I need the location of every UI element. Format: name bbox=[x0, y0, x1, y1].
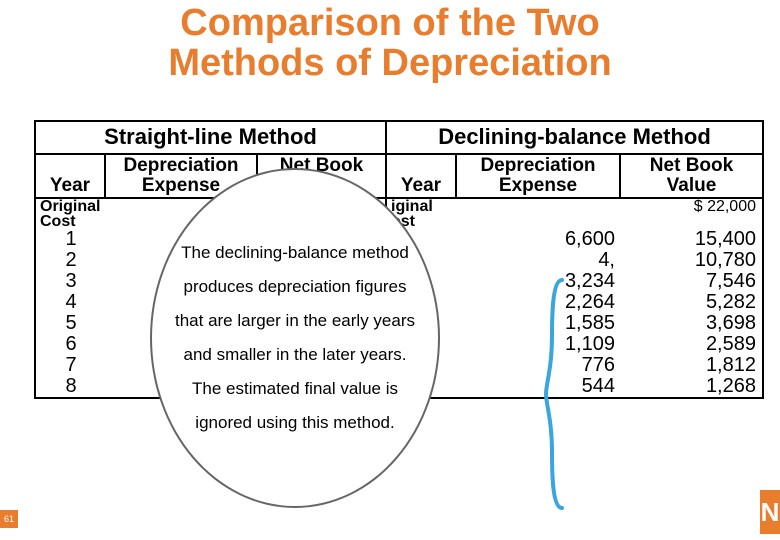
table-row: 3,2347,546 bbox=[387, 271, 762, 292]
callout-text: The declining-balance method produces de… bbox=[174, 236, 416, 440]
right-orig-nbv: $ 22,000 bbox=[621, 199, 762, 229]
left-head-year: Year bbox=[36, 155, 106, 197]
right-head-year: Year bbox=[387, 155, 457, 197]
right-head-dep: Depreciation Expense bbox=[457, 155, 621, 197]
right-orig-row: iginalost $ 22,000 bbox=[387, 199, 762, 229]
left-method-title: Straight-line Method bbox=[36, 122, 385, 155]
table-row: 1,5853,698 bbox=[387, 313, 762, 334]
right-header-row: Year Depreciation Expense Net Book Value bbox=[387, 155, 762, 199]
table-row: 77761,812 bbox=[387, 355, 762, 376]
table-row: 1,1092,589 bbox=[387, 334, 762, 355]
right-head-nbv: Net Book Value bbox=[621, 155, 762, 197]
title-line-2: Methods of Depreciation bbox=[10, 44, 770, 84]
brace-icon bbox=[544, 278, 568, 510]
table-row: 85441,268 bbox=[387, 376, 762, 397]
right-body: iginalost $ 22,000 6,60015,4004,10,7803,… bbox=[387, 199, 762, 397]
table-row: 6,60015,400 bbox=[387, 229, 762, 250]
table-row: 4,10,780 bbox=[387, 250, 762, 271]
slide-title: Comparison of the Two Methods of Depreci… bbox=[0, 0, 780, 92]
corner-tab: N bbox=[760, 490, 780, 534]
callout-ellipse: The declining-balance method produces de… bbox=[150, 168, 440, 508]
title-line-1: Comparison of the Two bbox=[10, 4, 770, 44]
declining-balance-panel: Declining-balance Method Year Depreciati… bbox=[385, 120, 764, 399]
page-number-badge: 61 bbox=[0, 510, 18, 528]
right-method-title: Declining-balance Method bbox=[387, 122, 762, 155]
left-orig-label: OriginalCost bbox=[36, 199, 106, 229]
table-row: 2,2645,282 bbox=[387, 292, 762, 313]
